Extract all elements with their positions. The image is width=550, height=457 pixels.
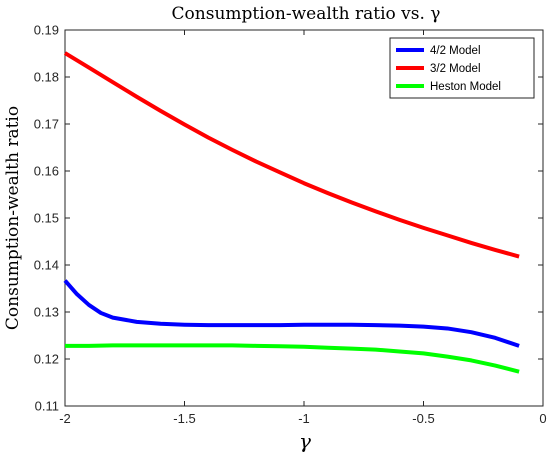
series-line-3-2-model — [63, 51, 520, 259]
y-tick-label: 0.17 — [34, 117, 59, 132]
y-tick-label: 0.13 — [34, 305, 59, 320]
y-tick-label: 0.19 — [34, 23, 59, 38]
legend-label-3-2-model: 3/2 Model — [430, 63, 481, 75]
legend-label-heston-model: Heston Model — [430, 81, 501, 93]
x-tick-label: 0 — [539, 411, 546, 426]
y-tick-label: 0.14 — [34, 258, 59, 273]
y-tick-label: 0.15 — [34, 211, 59, 226]
y-tick-label: 0.12 — [34, 352, 59, 367]
series-line-4-2-model — [63, 279, 520, 348]
y-tick-label: 0.18 — [34, 70, 59, 85]
x-tick-label: -1.5 — [173, 411, 195, 426]
y-tick-label: 0.16 — [34, 164, 59, 179]
x-tick-label: -2 — [59, 411, 71, 426]
legend-label-4-2-model: 4/2 Model — [430, 45, 481, 57]
x-tick-label: -1 — [298, 411, 310, 426]
y-tick-label: 0.11 — [35, 399, 59, 414]
x-tick-label: -0.5 — [412, 411, 434, 426]
plot-area: -2 -1.5 -1 -0.5 0 0.11 0.12 0.13 0.14 0.15 0.16 0.1… — [34, 23, 547, 427]
x-axis-label: γ — [299, 429, 311, 453]
chart-title: Consumption-wealth ratio vs. γ — [172, 4, 441, 24]
series-line-heston-model — [65, 343, 520, 374]
y-axis-label: Consumption-wealth ratio — [3, 106, 23, 330]
